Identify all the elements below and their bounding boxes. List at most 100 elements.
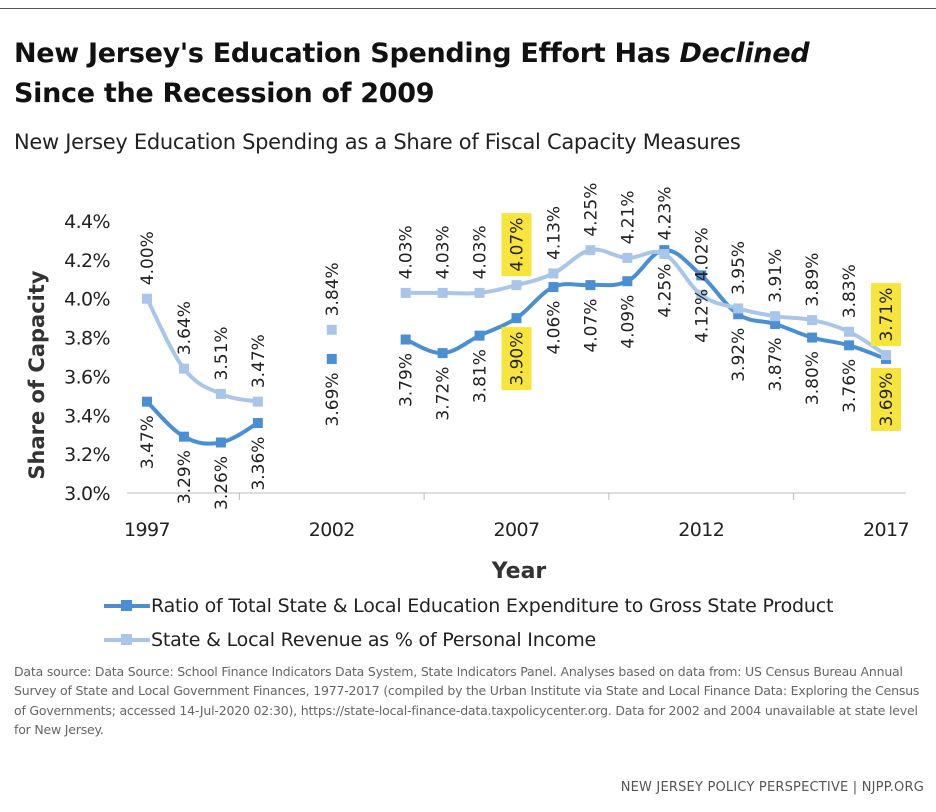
- series1-data-label: 3.92%: [729, 328, 749, 382]
- series2-data-label: 3.91%: [766, 249, 786, 303]
- series1-data-label: 3.81%: [471, 349, 491, 403]
- series1-data-label: 3.69%: [323, 372, 343, 426]
- y-tick-label: 3.0%: [64, 483, 110, 505]
- series2-data-label: 4.02%: [692, 227, 712, 281]
- series2-point: [215, 388, 226, 399]
- series1-data-label: 3.47%: [138, 415, 158, 469]
- legend-label-series1: Ratio of Total State & Local Education E…: [151, 595, 834, 617]
- y-tick-label: 3.4%: [64, 405, 110, 427]
- series2-data-label: 4.00%: [138, 231, 158, 285]
- series2-point: [142, 293, 152, 304]
- series2-point: [659, 249, 670, 260]
- series1-point: [252, 418, 263, 429]
- y-tick-label: 3.8%: [64, 328, 110, 350]
- series2-point: [511, 280, 522, 291]
- series1-point: [178, 431, 189, 442]
- series1-data-label: 4.25%: [655, 264, 675, 318]
- legend-label-series2: State & Local Revenue as % of Personal I…: [151, 629, 597, 651]
- title-line1-pre: New Jersey's Education Spending Effort H…: [14, 38, 680, 69]
- series1-data-label: 3.90%: [508, 332, 528, 386]
- series1-point: [437, 348, 448, 359]
- series2-data-label: 4.13%: [544, 206, 564, 260]
- y-tick-label: 3.6%: [64, 366, 110, 388]
- series2-point: [733, 303, 744, 314]
- series2-data-label: 3.51%: [212, 326, 232, 380]
- series1-data-label: 3.79%: [397, 353, 417, 407]
- legend-marker-series2: [121, 634, 132, 645]
- series2-point: [548, 268, 559, 279]
- y-tick-label: 3.2%: [64, 444, 110, 466]
- line-chart: 3.0% 3.2% 3.4% 3.6% 3.8% 4.0% 4.2% 4.4% 1997 2002…: [25, 183, 910, 584]
- series2-data-label: 3.89%: [803, 253, 823, 307]
- series2-line: [145, 297, 259, 404]
- x-tick-label: 1997: [124, 519, 170, 541]
- series2-point: [844, 326, 855, 337]
- series1-data-label: 4.06%: [544, 301, 564, 355]
- series1-point: [548, 282, 559, 293]
- series2-point: [585, 245, 596, 256]
- series2-data-label: 3.71%: [877, 288, 897, 342]
- series1-data-label: 3.69%: [877, 372, 897, 426]
- x-tick-label: 2017: [863, 519, 909, 541]
- y-tick-label: 4.4%: [64, 211, 110, 233]
- series2-data-label: 3.83%: [840, 264, 860, 318]
- series2-data-label: 4.03%: [471, 225, 491, 279]
- y-axis-title: Share of Capacity: [25, 270, 49, 480]
- series1-data-label: 4.12%: [692, 289, 712, 343]
- title-line2: Since the Recession of 2009: [14, 78, 435, 109]
- series2-data-label: 4.23%: [655, 187, 675, 241]
- series2-point: [178, 363, 189, 374]
- series2-data-label: 4.03%: [434, 225, 454, 279]
- series2-point: [770, 311, 781, 322]
- title-emphasis: Declined: [679, 38, 810, 69]
- x-tick-label: 2002: [309, 519, 355, 541]
- footer-credit: NEW JERSEY POLICY PERSPECTIVE | NJPP.ORG: [620, 780, 924, 795]
- series1-point: [474, 330, 485, 341]
- series1-data-label: 4.07%: [581, 299, 601, 353]
- series2-point: [474, 287, 485, 298]
- series1-point: [696, 270, 707, 281]
- series1-data-label: 3.29%: [175, 450, 195, 504]
- y-tick-label: 4.0%: [64, 289, 110, 311]
- x-tick-label: 2007: [494, 519, 540, 541]
- x-tick-label: 2012: [678, 519, 724, 541]
- series2-data-label: 4.21%: [618, 190, 638, 244]
- top-rule: [0, 8, 936, 9]
- source-note: Data source: Data Source: School Finance…: [14, 664, 920, 737]
- series1-data-label: 3.26%: [212, 456, 232, 510]
- series1-point: [326, 353, 337, 364]
- series2-data-label: 4.03%: [397, 225, 417, 279]
- series1-data-label: 3.36%: [249, 437, 269, 491]
- series1-data-label: 3.72%: [434, 367, 454, 421]
- series1-point: [733, 309, 744, 320]
- series2-point: [252, 396, 263, 407]
- series1-point: [770, 318, 781, 329]
- series1-data-label: 4.09%: [618, 295, 638, 349]
- series1-data-label: 3.76%: [840, 359, 860, 413]
- series2-data-label: 3.47%: [249, 334, 269, 388]
- series2-point: [437, 287, 448, 298]
- series2-point: [326, 324, 337, 335]
- legend-marker-series1: [121, 600, 132, 611]
- series1-point: [142, 396, 152, 407]
- chart-subtitle: New Jersey Education Spending as a Share…: [14, 130, 741, 154]
- highlight-box: [871, 367, 901, 431]
- x-axis-title: Year: [491, 559, 547, 584]
- series2-data-label: 3.95%: [729, 241, 749, 295]
- series1-point: [215, 437, 226, 448]
- series1-point: [622, 276, 633, 287]
- series2-point: [622, 252, 633, 263]
- series2-point: [400, 287, 411, 298]
- series1-point: [511, 313, 522, 324]
- series1-point: [585, 280, 596, 291]
- series1-point: [807, 332, 818, 343]
- y-tick-label: 4.2%: [64, 250, 110, 272]
- series2-point: [881, 350, 891, 361]
- series2-data-label: 4.07%: [508, 218, 528, 272]
- highlight-box: [501, 327, 532, 391]
- chart-title: New Jersey's Education Spending Effort H…: [14, 34, 810, 114]
- series2-data-label: 4.25%: [581, 183, 601, 237]
- highlight-box: [871, 283, 901, 347]
- series2-point: [807, 315, 818, 326]
- series2-data-label: 3.84%: [323, 262, 343, 316]
